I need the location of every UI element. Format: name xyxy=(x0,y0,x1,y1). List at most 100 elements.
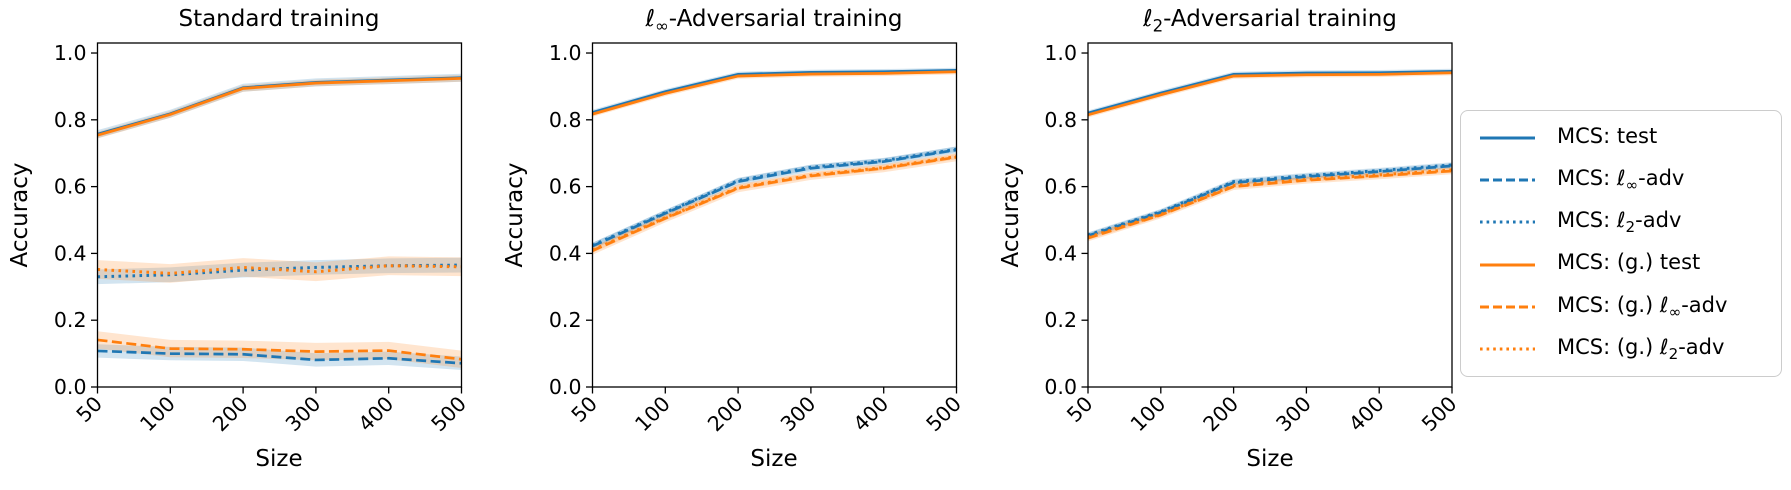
x-tick-label: 200 xyxy=(208,392,253,437)
series-band-solid-orange xyxy=(1088,70,1452,118)
legend-label: MCS: ℓ∞-adv xyxy=(1557,166,1684,194)
y-tick-label: 0.0 xyxy=(549,375,582,399)
x-tick-label: 100 xyxy=(1126,392,1171,437)
x-tick-label: 500 xyxy=(921,392,966,437)
y-tick-label: 0.4 xyxy=(1044,241,1077,265)
legend-label: MCS: (g.) ℓ∞-adv xyxy=(1557,293,1727,321)
series-line-dotted-orange xyxy=(97,264,462,275)
title-subscript: ∞ xyxy=(654,16,669,36)
y-tick-label: 0.2 xyxy=(549,308,582,332)
y-tick-label: 0.2 xyxy=(1044,308,1077,332)
y-tick-label: 1.0 xyxy=(1044,41,1077,65)
legend-label-text: MCS: ℓ xyxy=(1557,166,1626,191)
legend-label: MCS: ℓ2-adv xyxy=(1557,208,1681,236)
y-tick-label: 0.0 xyxy=(54,375,87,399)
axes-box xyxy=(1087,42,1453,388)
legend-item-mcs-g-linf-adv: MCS: (g.) ℓ∞-adv xyxy=(1471,293,1771,321)
legend-label-text: MCS: test xyxy=(1557,123,1658,148)
series-line-solid-blue xyxy=(592,68,957,114)
legend-item-mcs-l2-adv: MCS: ℓ2-adv xyxy=(1471,208,1771,236)
y-axis-label-1: Accuracy xyxy=(7,162,33,268)
legend-item-mcs-test: MCS: test xyxy=(1471,124,1771,152)
y-tick-label: 1.0 xyxy=(54,41,87,65)
legend-label-text: -adv xyxy=(1678,334,1725,359)
series-line-solid-orange xyxy=(97,77,462,137)
series-line-dotted-blue xyxy=(591,147,957,247)
y-tick-label: 0.8 xyxy=(549,108,582,132)
x-tick-label: 400 xyxy=(1344,392,1389,437)
legend-line-dotted-orange-icon xyxy=(1480,347,1535,351)
legend-label-text: MCS: (g.) ℓ xyxy=(1557,334,1669,359)
legend-label: MCS: (g.) test xyxy=(1557,250,1700,278)
legend-label-text: -adv xyxy=(1681,292,1728,317)
legend-label-sub: 2 xyxy=(1668,344,1679,363)
x-axis-label-3: Size xyxy=(1246,446,1294,472)
legend-line-dotted-blue-icon xyxy=(1480,220,1535,224)
y-tick-label: 0.6 xyxy=(549,175,582,199)
y-tick-label: 0.6 xyxy=(1044,175,1077,199)
y-axis-label-3: Accuracy xyxy=(998,162,1024,268)
title-text: -Adversarial training xyxy=(1163,6,1397,32)
series-line-dotted-orange xyxy=(591,155,957,252)
title-subscript: 2 xyxy=(1152,16,1164,36)
legend-label-sub: ∞ xyxy=(1668,302,1682,321)
x-tick-label: 100 xyxy=(630,392,675,437)
plot-title-l2-adversarial: ℓ2-Adversarial training xyxy=(1143,6,1397,36)
legend-label-text: MCS: (g.) ℓ xyxy=(1557,292,1669,317)
series-band-solid-orange xyxy=(97,75,462,139)
y-tick-label: 0.8 xyxy=(54,108,87,132)
x-tick-label: 200 xyxy=(1198,392,1243,437)
series-line-solid-orange xyxy=(592,70,957,116)
x-tick-label: 500 xyxy=(426,392,471,437)
y-tick-label: 0.6 xyxy=(54,175,87,199)
axes-box xyxy=(96,42,463,388)
title-text: -Adversarial training xyxy=(668,6,903,32)
legend-label: MCS: (g.) ℓ2-adv xyxy=(1557,335,1724,363)
x-tick-label: 300 xyxy=(1271,392,1316,437)
x-tick-label: 400 xyxy=(354,392,399,437)
series-line-dashed-orange xyxy=(97,338,462,361)
plot-title-standard: Standard training xyxy=(178,6,379,36)
x-axis-label-2: Size xyxy=(750,446,798,472)
legend-item-mcs-g-test: MCS: (g.) test xyxy=(1471,250,1771,278)
legend-item-mcs-linf-adv: MCS: ℓ∞-adv xyxy=(1471,166,1771,194)
legend-line-solid-orange-icon xyxy=(1480,263,1535,267)
x-tick-label: 300 xyxy=(776,392,821,437)
y-tick-label: 0.8 xyxy=(1044,108,1077,132)
y-tick-label: 0.4 xyxy=(54,241,87,265)
y-tick-label: 1.0 xyxy=(549,41,582,65)
legend-label-sub: 2 xyxy=(1625,218,1636,237)
series-line-dotted-orange xyxy=(1087,168,1453,239)
legend-label-text: MCS: (g.) test xyxy=(1557,250,1701,275)
series-line-solid-blue xyxy=(1087,69,1453,115)
legend: MCS: test MCS: ℓ∞-adv MCS: ℓ2-adv MCS: (… xyxy=(1460,110,1782,377)
series-band-dashed-orange xyxy=(592,153,957,255)
series-line-solid-orange xyxy=(1087,71,1453,117)
x-tick-label: 300 xyxy=(281,392,326,437)
y-tick-label: 0.0 xyxy=(1044,375,1077,399)
legend-item-mcs-g-l2-adv: MCS: (g.) ℓ2-adv xyxy=(1471,335,1771,363)
legend-label-text: -adv xyxy=(1638,166,1685,191)
title-text: Standard training xyxy=(178,6,380,32)
y-tick-label: 0.4 xyxy=(549,241,582,265)
legend-line-dashed-orange-icon xyxy=(1480,305,1535,309)
legend-label-text: -adv xyxy=(1635,208,1682,233)
x-tick-label: 100 xyxy=(135,392,180,437)
x-tick-label: 400 xyxy=(849,392,894,437)
axes-box xyxy=(591,42,958,388)
legend-label-sub: ∞ xyxy=(1625,176,1639,195)
legend-line-solid-blue-icon xyxy=(1480,136,1535,140)
series-line-dashed-orange xyxy=(591,155,957,252)
x-tick-label: 500 xyxy=(1417,392,1462,437)
x-axis-label-1: Size xyxy=(255,446,303,472)
legend-label-text: MCS: ℓ xyxy=(1557,208,1626,233)
legend-line-dashed-blue-icon xyxy=(1480,178,1535,182)
x-tick-label: 200 xyxy=(703,392,748,437)
series-line-dotted-blue xyxy=(1087,163,1453,237)
title-text: ℓ xyxy=(645,6,655,32)
plot-title-linf-adversarial: ℓ∞-Adversarial training xyxy=(645,6,902,36)
title-text: ℓ xyxy=(1143,6,1153,32)
y-tick-label: 0.2 xyxy=(54,308,87,332)
